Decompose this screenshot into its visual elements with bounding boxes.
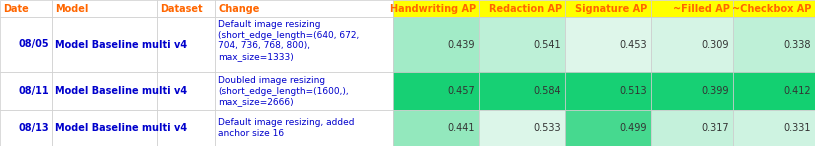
Bar: [52, 110, 157, 146]
Bar: [0, 72, 52, 110]
Bar: [157, 17, 215, 72]
Text: 0.439: 0.439: [447, 40, 475, 49]
Text: Default image resizing, added
anchor size 16: Default image resizing, added anchor siz…: [218, 118, 355, 138]
Text: Redaction AP: Redaction AP: [489, 4, 562, 13]
Text: 0.499: 0.499: [619, 123, 647, 133]
Bar: [733, 0, 815, 17]
Bar: [393, 110, 479, 146]
Bar: [215, 0, 393, 17]
Bar: [733, 17, 815, 72]
Text: Model Baseline multi v4: Model Baseline multi v4: [55, 123, 187, 133]
Text: Model Baseline multi v4: Model Baseline multi v4: [55, 40, 187, 49]
Bar: [0, 0, 52, 17]
Bar: [565, 110, 651, 146]
Text: 08/05: 08/05: [19, 40, 50, 49]
Text: 0.412: 0.412: [783, 86, 811, 96]
Bar: [52, 17, 157, 72]
Text: Doubled image resizing
(short_edge_length=(1600,),
max_size=2666): Doubled image resizing (short_edge_lengt…: [218, 76, 349, 106]
Bar: [393, 17, 479, 72]
Text: Date: Date: [3, 4, 29, 13]
Bar: [479, 17, 565, 72]
Text: Default image resizing
(short_edge_length=(640, 672,
704, 736, 768, 800),
max_si: Default image resizing (short_edge_lengt…: [218, 20, 359, 61]
Bar: [215, 72, 393, 110]
Text: ~Checkbox AP: ~Checkbox AP: [733, 4, 812, 13]
Text: 0.331: 0.331: [783, 123, 811, 133]
Bar: [157, 110, 215, 146]
Text: 0.513: 0.513: [619, 86, 647, 96]
Text: 0.441: 0.441: [447, 123, 475, 133]
Text: 0.457: 0.457: [447, 86, 475, 96]
Bar: [651, 110, 733, 146]
Text: Change: Change: [218, 4, 260, 13]
Text: Model: Model: [55, 4, 89, 13]
Bar: [215, 110, 393, 146]
Bar: [733, 72, 815, 110]
Bar: [157, 0, 215, 17]
Bar: [479, 72, 565, 110]
Text: 0.338: 0.338: [783, 40, 811, 49]
Text: Model Baseline multi v4: Model Baseline multi v4: [55, 86, 187, 96]
Text: 0.317: 0.317: [701, 123, 729, 133]
Bar: [52, 72, 157, 110]
Bar: [0, 110, 52, 146]
Text: 0.399: 0.399: [702, 86, 729, 96]
Bar: [651, 17, 733, 72]
Bar: [393, 0, 479, 17]
Text: 0.533: 0.533: [533, 123, 561, 133]
Text: 0.309: 0.309: [702, 40, 729, 49]
Bar: [565, 17, 651, 72]
Text: Handwriting AP: Handwriting AP: [390, 4, 476, 13]
Text: ~Filled AP: ~Filled AP: [673, 4, 729, 13]
Bar: [651, 0, 733, 17]
Bar: [215, 17, 393, 72]
Text: 0.453: 0.453: [619, 40, 647, 49]
Bar: [157, 72, 215, 110]
Bar: [565, 72, 651, 110]
Text: 08/13: 08/13: [19, 123, 50, 133]
Text: Dataset: Dataset: [161, 4, 203, 13]
Bar: [479, 110, 565, 146]
Text: 0.584: 0.584: [533, 86, 561, 96]
Bar: [651, 72, 733, 110]
Bar: [479, 0, 565, 17]
Text: Signature AP: Signature AP: [575, 4, 648, 13]
Bar: [0, 17, 52, 72]
Text: 0.541: 0.541: [533, 40, 561, 49]
Bar: [733, 110, 815, 146]
Bar: [565, 0, 651, 17]
Text: 08/11: 08/11: [19, 86, 50, 96]
Bar: [393, 72, 479, 110]
Bar: [52, 0, 157, 17]
